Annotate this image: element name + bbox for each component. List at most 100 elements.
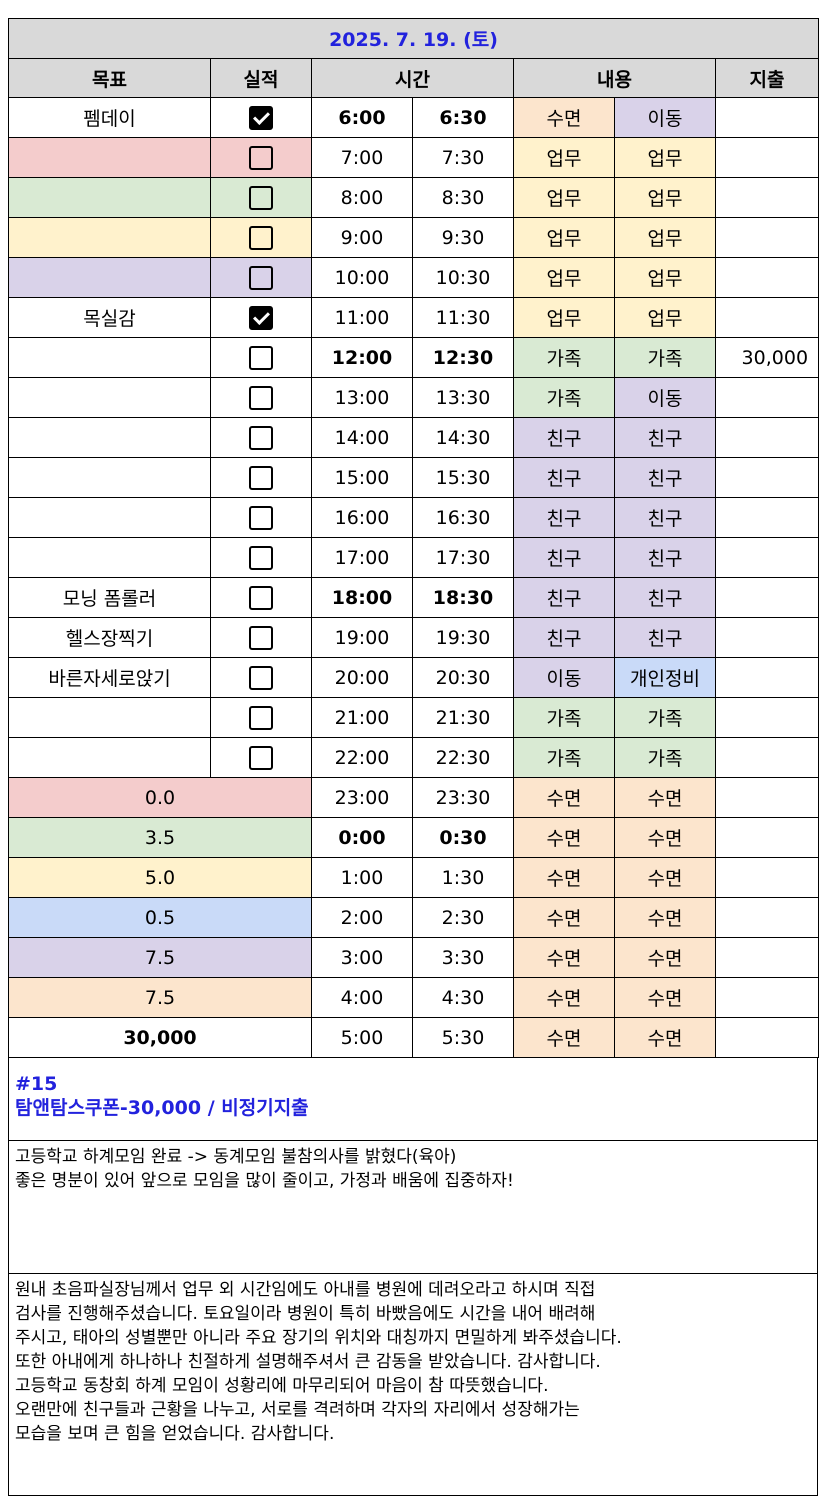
- summary-cell: 5.0: [8, 857, 312, 898]
- goal-cell: [8, 537, 211, 578]
- activity-first-half: 친구: [513, 537, 615, 578]
- expense-cell: [714, 897, 820, 938]
- activity-first-half: 업무: [513, 177, 615, 218]
- done-cell: [210, 137, 312, 178]
- schedule-row: 10:00 10:30 업무 업무: [8, 257, 820, 298]
- activity-first-half: 가족: [513, 737, 615, 778]
- unchecked-checkbox[interactable]: [249, 545, 273, 570]
- activity-first-half: 가족: [513, 377, 615, 418]
- date-title: 2025. 7. 19. (토): [7, 18, 820, 59]
- schedule-row: 0.0 23:00 23:30 수면 수면: [8, 777, 820, 818]
- activity-second-half: 친구: [614, 417, 716, 458]
- goal-cell: [8, 217, 211, 258]
- gratitude-line: 주시고, 태아의 성별뿐만 아니라 주요 장기의 위치와 대칭까지 면밀하게 봐…: [15, 1328, 622, 1348]
- unchecked-checkbox[interactable]: [249, 505, 273, 530]
- unchecked-checkbox[interactable]: [249, 705, 273, 730]
- schedule-row: 30,000 5:00 5:30 수면 수면: [8, 1017, 820, 1058]
- activity-second-half: 수면: [614, 897, 716, 938]
- daily-planner-sheet: 2025. 7. 19. (토) 목표 실적 시간 내용 지출 펨데이 6:00 6…: [7, 18, 820, 1496]
- activity-second-half: 개인정비: [614, 657, 716, 698]
- activity-second-half: 업무: [614, 297, 716, 338]
- schedule-row: 5.0 1:00 1:30 수면 수면: [8, 857, 820, 898]
- tag-line: 탐앤탐스쿠폰-30,000 / 비정기지출: [15, 1097, 309, 1119]
- activity-second-half: 업무: [614, 177, 716, 218]
- activity-first-half: 수면: [513, 977, 615, 1018]
- time-start: 0:00: [311, 817, 413, 858]
- checked-checkbox[interactable]: [249, 105, 273, 130]
- summary-cell: 0.5: [8, 897, 312, 938]
- done-cell: [210, 257, 312, 298]
- time-end: 9:30: [412, 217, 514, 258]
- unchecked-checkbox[interactable]: [249, 665, 273, 690]
- goal-cell: [8, 417, 211, 458]
- checked-checkbox[interactable]: [249, 305, 273, 330]
- unchecked-checkbox[interactable]: [249, 185, 273, 210]
- goal-cell: 목실감: [8, 297, 211, 338]
- activity-first-half: 이동: [513, 657, 615, 698]
- expense-cell: [714, 697, 820, 738]
- expense-cell: [714, 257, 820, 298]
- unchecked-checkbox[interactable]: [249, 625, 273, 650]
- schedule-row: 16:00 16:30 친구 친구: [8, 497, 820, 538]
- activity-first-half: 수면: [513, 1017, 615, 1058]
- summary-cell: 3.5: [8, 817, 312, 858]
- activity-second-half: 업무: [614, 257, 716, 298]
- activity-second-half: 업무: [614, 137, 716, 178]
- header-done: 실적: [210, 58, 312, 98]
- activity-second-half: 가족: [614, 697, 716, 738]
- done-cell: [210, 217, 312, 258]
- activity-first-half: 수면: [513, 937, 615, 978]
- summary-cell: 7.5: [8, 937, 312, 978]
- unchecked-checkbox[interactable]: [249, 265, 273, 290]
- time-end: 4:30: [412, 977, 514, 1018]
- goal-cell: [8, 137, 211, 178]
- done-cell: [210, 657, 312, 698]
- activity-first-half: 친구: [513, 417, 615, 458]
- activity-second-half: 친구: [614, 497, 716, 538]
- time-start: 4:00: [311, 977, 413, 1018]
- activity-second-half: 수면: [614, 937, 716, 978]
- time-end: 18:30: [412, 577, 514, 618]
- activity-second-half: 가족: [614, 337, 716, 378]
- time-start: 9:00: [311, 217, 413, 258]
- gratitude-line: 또한 아내에게 하나하나 친절하게 설명해주셔서 큰 감동을 받았습니다. 감사…: [15, 1352, 601, 1372]
- time-end: 2:30: [412, 897, 514, 938]
- activity-second-half: 업무: [614, 217, 716, 258]
- memo-note: 고등학교 하계모임 완료 -> 동계모임 불참의사를 밝혔다(육아) 좋은 명분…: [8, 1141, 818, 1274]
- done-cell: [210, 417, 312, 458]
- time-start: 14:00: [311, 417, 413, 458]
- unchecked-checkbox[interactable]: [249, 345, 273, 370]
- done-cell: [210, 377, 312, 418]
- summary-cell: 7.5: [8, 977, 312, 1018]
- time-end: 22:30: [412, 737, 514, 778]
- schedule-row: 0.5 2:00 2:30 수면 수면: [8, 897, 820, 938]
- activity-second-half: 친구: [614, 617, 716, 658]
- schedule-row: 바른자세로앉기 20:00 20:30 이동 개인정비: [8, 657, 820, 698]
- unchecked-checkbox[interactable]: [249, 465, 273, 490]
- summary-cell: 0.0: [8, 777, 312, 818]
- goal-cell: 모닝 폼롤러: [8, 577, 211, 618]
- memo-line: 고등학교 하계모임 완료 -> 동계모임 불참의사를 밝혔다(육아): [15, 1147, 457, 1167]
- activity-second-half: 친구: [614, 457, 716, 498]
- schedule-table: 2025. 7. 19. (토) 목표 실적 시간 내용 지출 펨데이 6:00 6…: [7, 18, 820, 1058]
- unchecked-checkbox[interactable]: [249, 745, 273, 770]
- unchecked-checkbox[interactable]: [249, 425, 273, 450]
- time-end: 23:30: [412, 777, 514, 818]
- activity-first-half: 수면: [513, 857, 615, 898]
- activity-first-half: 친구: [513, 617, 615, 658]
- expense-cell: [714, 737, 820, 778]
- activity-second-half: 수면: [614, 777, 716, 818]
- gratitude-line: 검사를 진행해주셨습니다. 토요일이라 병원이 특히 바빴음에도 시간을 내어 …: [15, 1304, 596, 1324]
- time-start: 10:00: [311, 257, 413, 298]
- activity-first-half: 수면: [513, 97, 615, 138]
- expense-cell: [714, 297, 820, 338]
- schedule-row: 7.5 4:00 4:30 수면 수면: [8, 977, 820, 1018]
- unchecked-checkbox[interactable]: [249, 225, 273, 250]
- time-end: 15:30: [412, 457, 514, 498]
- unchecked-checkbox[interactable]: [249, 385, 273, 410]
- activity-second-half: 친구: [614, 537, 716, 578]
- time-start: 11:00: [311, 297, 413, 338]
- activity-first-half: 업무: [513, 217, 615, 258]
- unchecked-checkbox[interactable]: [249, 145, 273, 170]
- unchecked-checkbox[interactable]: [249, 585, 273, 610]
